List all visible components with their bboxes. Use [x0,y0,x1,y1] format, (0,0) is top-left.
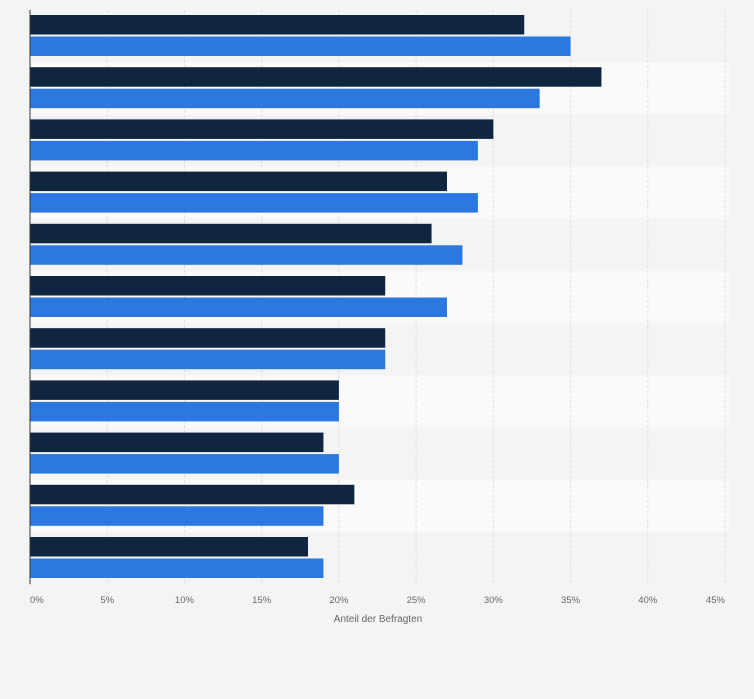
bar-series-1[interactable] [30,537,308,557]
bar-series-1[interactable] [30,67,602,87]
bar-series-2[interactable] [30,401,339,422]
bar-series-1[interactable] [30,119,494,139]
x-tick-label: 40% [638,595,658,606]
bar-series-1[interactable] [30,171,447,192]
x-tick-label: 30% [484,595,504,606]
bar-series-2[interactable] [30,193,478,213]
x-axis-title: Anteil der Befragten [334,614,422,625]
bar-series-1[interactable] [30,484,355,505]
bar-series-1[interactable] [30,223,432,244]
bar-series-2[interactable] [30,506,324,526]
bar-series-2[interactable] [30,297,447,318]
x-tick-label: 45% [706,595,726,606]
bar-series-2[interactable] [30,454,339,474]
bar-series-2[interactable] [30,140,478,161]
x-axis-ticks: 0% 5% 10% 15% 20% 25% 30% 35% 40% 45% [30,595,726,606]
bar-series-2[interactable] [30,349,386,370]
bar-series-1[interactable] [30,276,386,296]
x-tick-label: 10% [175,595,195,606]
bar-series-2[interactable] [30,88,540,109]
x-tick-label: 0% [30,595,44,606]
x-tick-label: 35% [561,595,581,606]
x-tick-label: 15% [252,595,272,606]
bar-series-1[interactable] [30,432,324,453]
bar-series-2[interactable] [30,36,571,57]
bar-series-1[interactable] [30,15,525,35]
x-tick-label: 25% [407,595,427,606]
bar-series-2[interactable] [30,558,324,579]
x-tick-label: 5% [100,595,114,606]
x-tick-label: 20% [329,595,349,606]
bar-series-2[interactable] [30,245,463,265]
bar-series-1[interactable] [30,328,386,348]
bars [30,15,602,579]
bar-series-1[interactable] [30,380,339,400]
